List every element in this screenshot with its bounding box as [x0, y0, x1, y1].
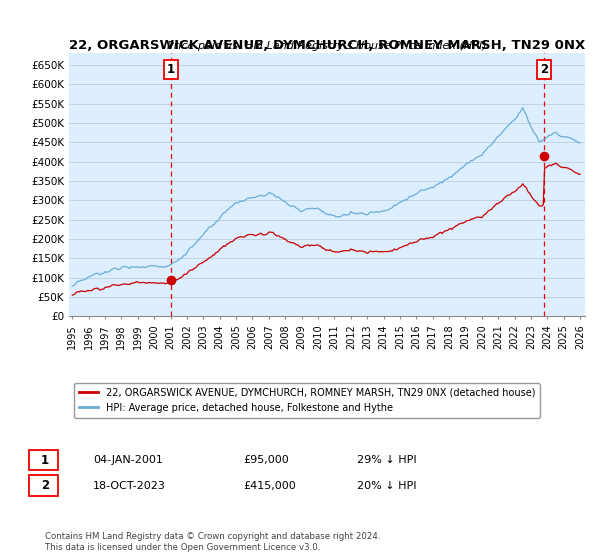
Text: Contains HM Land Registry data © Crown copyright and database right 2024.
This d: Contains HM Land Registry data © Crown c…: [45, 532, 380, 552]
Text: 29% ↓ HPI: 29% ↓ HPI: [357, 455, 416, 465]
Title: 22, ORGARSWICK AVENUE, DYMCHURCH, ROMNEY MARSH, TN29 0NX: 22, ORGARSWICK AVENUE, DYMCHURCH, ROMNEY…: [69, 39, 585, 52]
Text: 04-JAN-2001: 04-JAN-2001: [93, 455, 163, 465]
Text: 1: 1: [167, 63, 175, 76]
Text: £95,000: £95,000: [243, 455, 289, 465]
Text: 1: 1: [41, 454, 49, 467]
Text: £415,000: £415,000: [243, 480, 296, 491]
Legend: 22, ORGARSWICK AVENUE, DYMCHURCH, ROMNEY MARSH, TN29 0NX (detached house), HPI: : 22, ORGARSWICK AVENUE, DYMCHURCH, ROMNEY…: [74, 383, 541, 418]
Text: 2: 2: [41, 479, 49, 492]
Text: 2: 2: [540, 63, 548, 76]
Text: 20% ↓ HPI: 20% ↓ HPI: [357, 480, 416, 491]
Text: Price paid vs. HM Land Registry's House Price Index (HPI): Price paid vs. HM Land Registry's House …: [167, 40, 487, 50]
Text: 18-OCT-2023: 18-OCT-2023: [93, 480, 166, 491]
